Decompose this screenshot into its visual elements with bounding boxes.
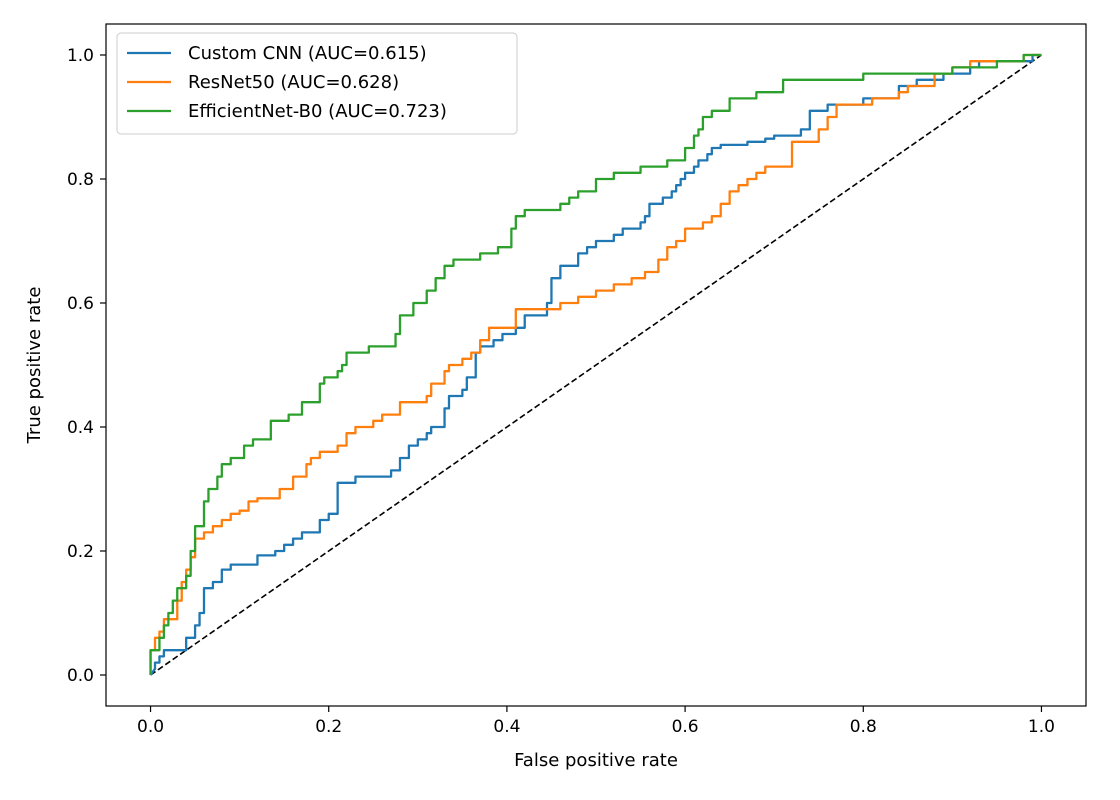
plot-area [149, 53, 1042, 676]
y-tick-label: 0.8 [67, 170, 94, 190]
y-tick-label: 1.0 [67, 46, 94, 66]
chance-diagonal-line [150, 54, 1042, 676]
x-tick-label: 0.0 [137, 717, 164, 737]
legend-label: Custom CNN (AUC=0.615) [188, 43, 427, 64]
y-axis: 0.0 0.2 0.4 0.6 0.8 1.0 [67, 46, 106, 686]
x-tick-label: 0.8 [850, 717, 877, 737]
x-tick-label: 0.2 [315, 717, 342, 737]
series-line-3 [149, 53, 1042, 675]
x-tick-label: 1.0 [1028, 717, 1055, 737]
series-line-2 [149, 53, 1042, 675]
x-tick-label: 0.6 [672, 717, 699, 737]
x-axis-label: False positive rate [514, 750, 678, 771]
y-axis-label: True positive rate [24, 287, 45, 445]
y-tick-label: 0.6 [67, 294, 94, 314]
series-line-1 [149, 53, 1042, 676]
plot-frame [105, 23, 1087, 707]
y-tick-label: 0.2 [67, 542, 94, 562]
legend-label: ResNet50 (AUC=0.628) [188, 72, 399, 93]
y-tick-label: 0.0 [67, 666, 94, 686]
x-axis: 0.0 0.2 0.4 0.6 0.8 1.0 [137, 706, 1055, 737]
legend: Custom CNN (AUC=0.615) ResNet50 (AUC=0.62… [116, 32, 518, 135]
legend-label: EfficientNet-B0 (AUC=0.723) [188, 101, 447, 122]
legend-box [116, 32, 518, 135]
x-tick-label: 0.4 [493, 717, 520, 737]
y-tick-label: 0.4 [67, 418, 94, 438]
